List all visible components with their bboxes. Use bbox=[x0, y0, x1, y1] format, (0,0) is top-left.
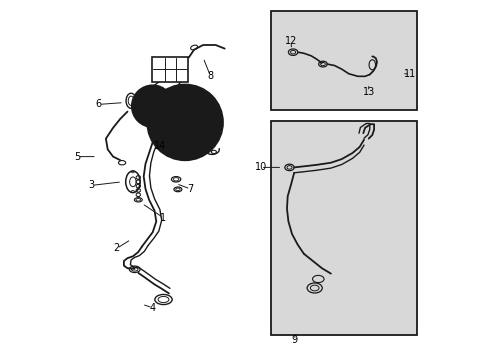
Circle shape bbox=[147, 85, 223, 160]
Circle shape bbox=[132, 85, 173, 127]
Text: 11: 11 bbox=[403, 69, 415, 79]
Text: 2: 2 bbox=[113, 243, 120, 253]
Text: 6: 6 bbox=[96, 99, 102, 109]
FancyBboxPatch shape bbox=[152, 57, 187, 82]
Text: 9: 9 bbox=[291, 335, 297, 345]
Text: 4: 4 bbox=[149, 303, 156, 313]
Text: 8: 8 bbox=[207, 71, 213, 81]
Text: 5: 5 bbox=[74, 152, 80, 162]
Text: 14: 14 bbox=[153, 141, 166, 151]
Bar bbox=[271, 121, 416, 335]
Text: 12: 12 bbox=[285, 36, 297, 46]
Text: 7: 7 bbox=[187, 184, 193, 194]
Text: 1: 1 bbox=[160, 213, 166, 223]
Bar bbox=[271, 11, 416, 110]
Text: 13: 13 bbox=[362, 87, 374, 97]
Text: 3: 3 bbox=[88, 180, 94, 190]
Text: 10: 10 bbox=[254, 162, 266, 172]
